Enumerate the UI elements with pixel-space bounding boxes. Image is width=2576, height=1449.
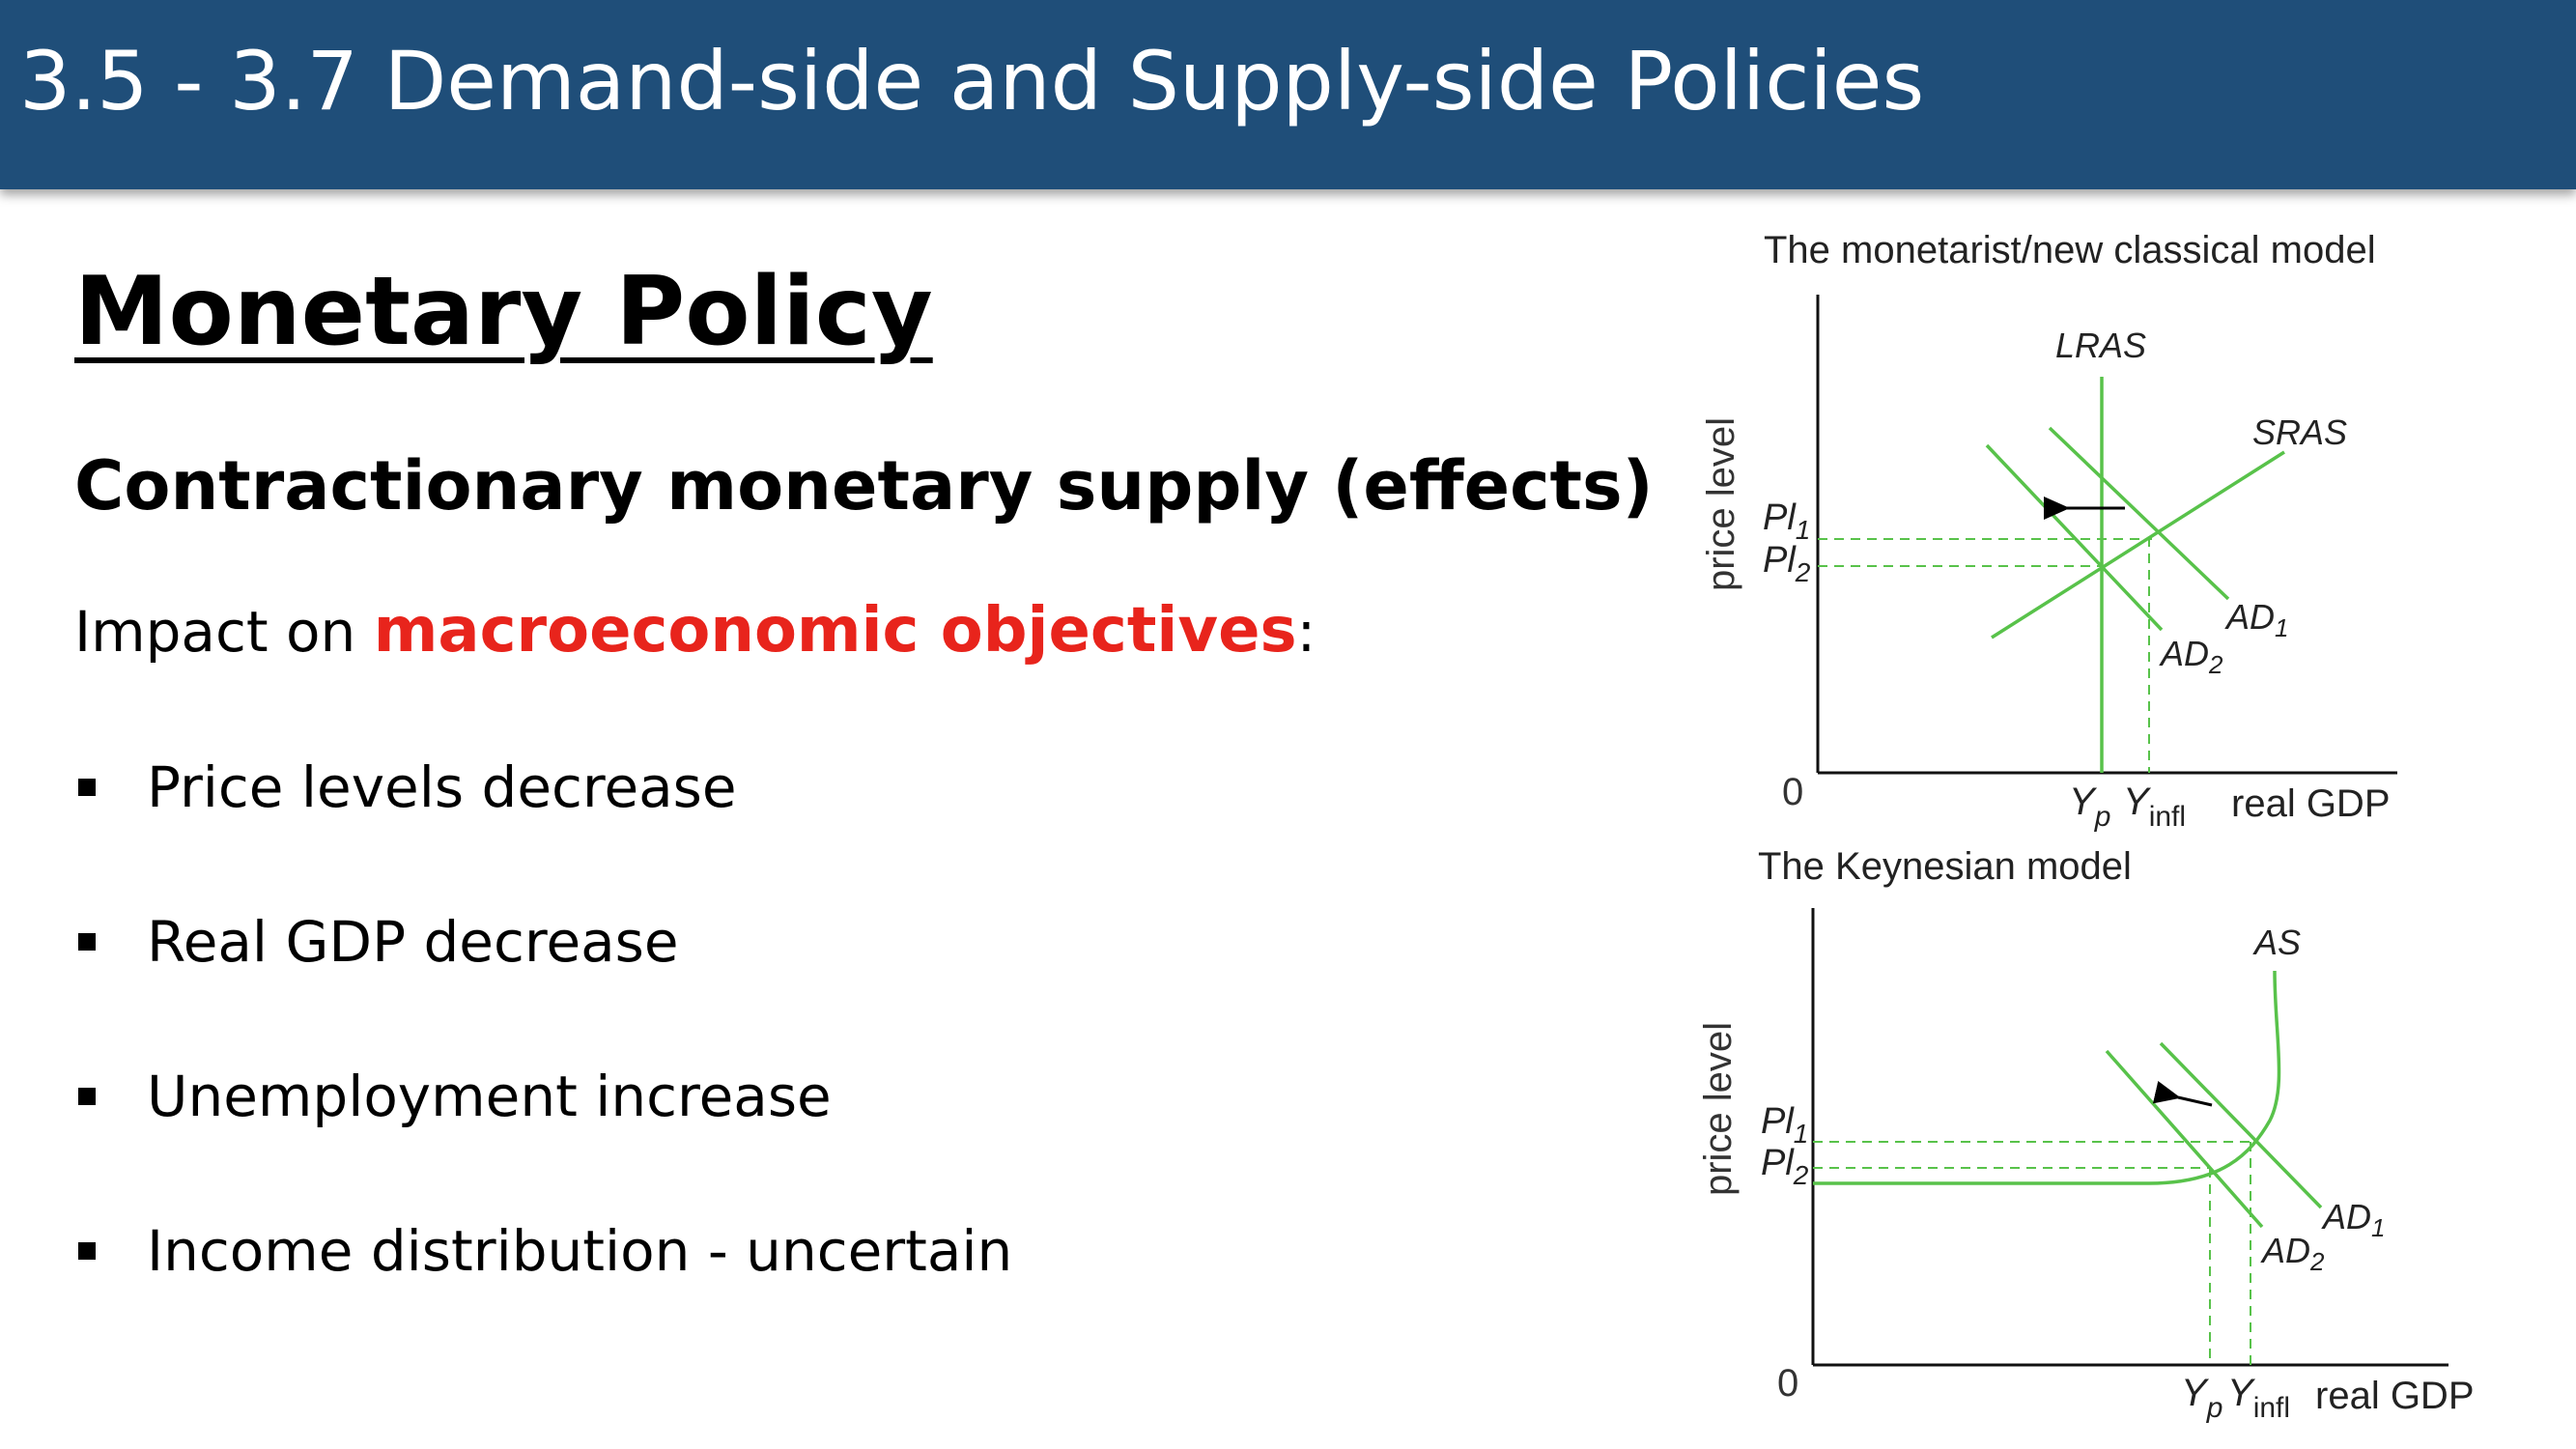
k-ad2-label: AD2: [2260, 1231, 2325, 1276]
monetarist-x-axis-label: real GDP: [2231, 782, 2391, 825]
keynesian-diagram: The Keynesian model price level 0 real G…: [1697, 845, 2475, 1424]
keynesian-y-axis-label: price level: [1697, 1022, 1740, 1196]
sras-label: SRAS: [2252, 412, 2347, 452]
bullet-text: Price levels decrease: [147, 754, 737, 820]
lras-label: LRAS: [2055, 326, 2146, 365]
k-ad1-label: AD1: [2321, 1197, 2385, 1242]
ad2-label: AD2: [2159, 634, 2223, 679]
subheading: Contractionary monetary supply (effects): [74, 446, 1654, 526]
title-bar: 3.5 - 3.7 Demand-side and Supply-side Po…: [0, 0, 2576, 189]
bullet-square-icon: [78, 779, 96, 796]
bullet-square-icon: [78, 933, 96, 951]
bullet-text: Real GDP decrease: [147, 909, 679, 975]
k-shift-left-arrow-icon: [2152, 1080, 2213, 1107]
k-pl1-tick-label: Pl1: [1761, 1101, 1808, 1149]
yp-tick-label: Yp: [2069, 781, 2110, 833]
impact-prefix: Impact on: [74, 599, 374, 665]
monetarist-title: The monetarist/new classical model: [1764, 229, 2376, 271]
k-ad2-curve: [2105, 1049, 2264, 1229]
ad2-curve: [1985, 443, 2164, 632]
keynesian-x-axis-label: real GDP: [2315, 1375, 2475, 1417]
yinfl-tick-label: Yinfl: [2123, 781, 2186, 833]
impact-suffix: :: [1296, 599, 1316, 665]
keynesian-title: The Keynesian model: [1758, 845, 2132, 888]
k-pl2-tick-label: Pl2: [1761, 1143, 1809, 1190]
bullet-square-icon: [78, 1088, 96, 1105]
sras-curve: [1991, 450, 2285, 639]
as-curve: [1813, 970, 2281, 1185]
as-label: AS: [2252, 923, 2301, 962]
monetarist-y-axis-label: price level: [1700, 417, 1742, 591]
k-ad1-curve: [2159, 1041, 2323, 1209]
slide-title: 3.5 - 3.7 Demand-side and Supply-side Po…: [19, 34, 1925, 128]
pl1-tick-label: Pl1: [1763, 497, 1810, 545]
impact-highlight: macroeconomic objectives: [373, 595, 1297, 667]
bullet-text: Unemployment increase: [147, 1064, 832, 1129]
k-yinfl-tick-label: Yinfl: [2227, 1372, 2290, 1424]
pl2-tick-label: Pl2: [1763, 540, 1811, 587]
ad1-label: AD1: [2224, 597, 2288, 642]
ad1-curve: [2048, 426, 2230, 601]
section-heading: Monetary Policy: [74, 257, 933, 367]
impact-line: Impact on macroeconomic objectives:: [74, 597, 1316, 665]
monetarist-diagram: The monetarist/new classical model price…: [1700, 229, 2397, 833]
bullet-square-icon: [78, 1242, 96, 1260]
monetarist-origin: 0: [1782, 771, 1803, 813]
k-yp-tick-label: Yp: [2181, 1372, 2222, 1424]
keynesian-origin: 0: [1777, 1362, 1798, 1405]
bullet-text: Income distribution - uncertain: [147, 1218, 1013, 1284]
